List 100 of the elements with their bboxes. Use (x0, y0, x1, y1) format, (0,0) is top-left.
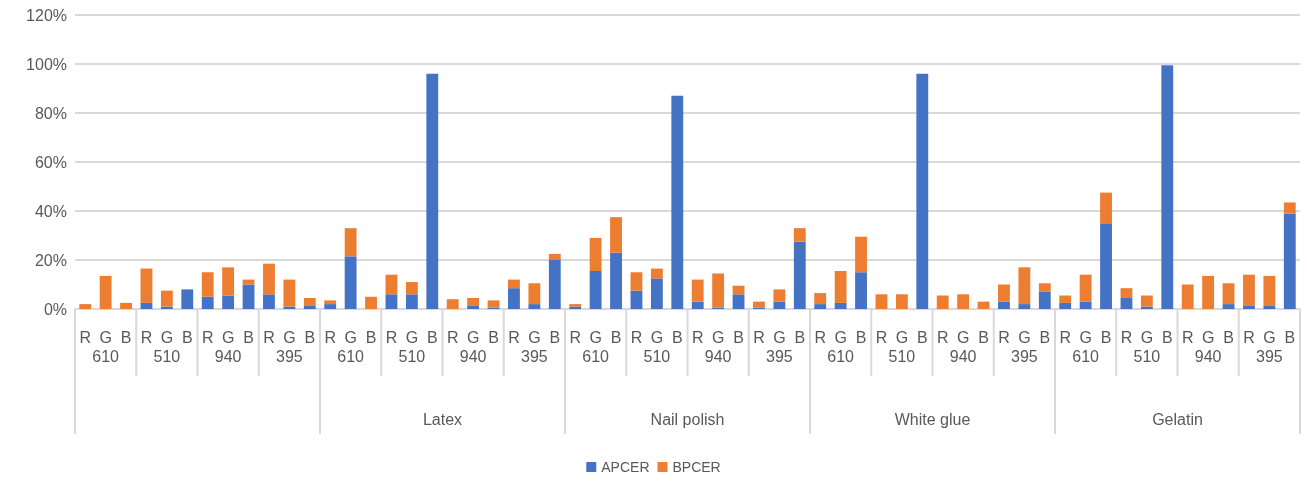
x-tick-label: G (466, 328, 480, 346)
bar (1059, 302, 1072, 309)
bar (508, 288, 520, 309)
x-tick-label: R (753, 328, 765, 346)
bar (385, 294, 398, 309)
x-tick-label: B (304, 328, 316, 346)
bar (1018, 267, 1031, 305)
bar (773, 289, 786, 302)
text: 610 (1072, 347, 1100, 365)
x-tick-label: B (1161, 328, 1173, 346)
bar (242, 279, 255, 285)
bar (1018, 304, 1031, 309)
x-tick-label: R (1181, 328, 1194, 346)
x-tick-label: R (1120, 328, 1133, 346)
bar (1283, 202, 1296, 214)
bar (528, 283, 541, 305)
y-tick-label: 0% (43, 300, 67, 318)
x-tick-label: R (630, 328, 643, 346)
x-tick-label: B (549, 328, 561, 346)
bar (1059, 295, 1072, 303)
text: 610 (827, 347, 855, 365)
bar (875, 294, 888, 309)
bar (1079, 274, 1092, 302)
bar (467, 297, 480, 306)
bar (467, 305, 480, 309)
text: 610 (337, 347, 365, 365)
x-tick-label: B (1223, 328, 1234, 346)
bar (1038, 291, 1051, 309)
bar (1202, 275, 1215, 309)
x-tick-label: G (1263, 328, 1276, 346)
bar (895, 294, 908, 309)
text: Gelatin (1152, 410, 1203, 428)
bar (650, 278, 663, 309)
x-tick-label: R (1059, 328, 1071, 346)
bar (753, 301, 765, 308)
bar (548, 260, 561, 309)
x-tick-label: G (589, 328, 602, 346)
x-tick-label: B (365, 328, 377, 346)
bar (793, 241, 806, 309)
x-tick-label: G (528, 328, 541, 346)
y-tick-label: 40% (34, 202, 67, 220)
bar (344, 228, 357, 257)
x-tick-label: R (446, 328, 459, 346)
bar (691, 301, 704, 309)
bar (936, 295, 949, 309)
x-tick-label: B (671, 328, 683, 346)
bar (303, 305, 316, 309)
bar (140, 268, 153, 303)
text: 940 (704, 347, 732, 365)
x-tick-label: B (855, 328, 867, 346)
text: 940 (949, 347, 977, 365)
bar (793, 228, 806, 242)
y-tick-label: 60% (34, 153, 67, 171)
bar (1100, 192, 1112, 224)
text: 510 (1133, 347, 1161, 365)
text: Latex (422, 410, 463, 428)
bar (324, 304, 337, 309)
x-tick-label: R (201, 328, 214, 346)
bar (528, 304, 541, 309)
text: 610 (582, 347, 610, 365)
x-tick-label: G (160, 328, 174, 346)
x-tick-label: R (875, 328, 888, 346)
bar (385, 274, 398, 295)
bar (998, 301, 1010, 309)
bar (916, 73, 929, 309)
bar (1100, 223, 1112, 309)
x-tick-label: B (1284, 328, 1296, 346)
bar (508, 279, 520, 289)
bar (201, 296, 214, 309)
bar (1079, 301, 1092, 309)
legend-label: BPCER (672, 459, 721, 475)
bar (957, 294, 970, 309)
bar (222, 267, 235, 296)
bar (548, 253, 561, 260)
x-tick-label: B (733, 328, 744, 346)
x-tick-label: B (794, 328, 806, 346)
x-tick-label: R (79, 328, 91, 346)
text: 395 (1011, 347, 1038, 365)
bar (1120, 297, 1133, 309)
bar (855, 272, 867, 309)
bar (222, 295, 235, 309)
bar (263, 294, 275, 309)
x-tick-label: G (1018, 328, 1031, 346)
x-tick-label: G (283, 328, 296, 346)
bar (242, 284, 255, 309)
x-tick-label: B (120, 328, 132, 346)
bar (446, 299, 459, 309)
bar (630, 290, 643, 309)
x-tick-label: G (99, 328, 112, 346)
bar (1222, 283, 1235, 305)
bar (855, 236, 867, 273)
bar (1243, 305, 1255, 309)
text: White glue (894, 410, 971, 428)
text: 395 (766, 347, 793, 365)
bar (1161, 65, 1174, 309)
x-tick-label: B (1100, 328, 1112, 346)
bar (1181, 284, 1194, 309)
x-tick-label: B (243, 328, 254, 346)
bar (120, 302, 132, 309)
bar (610, 217, 622, 253)
